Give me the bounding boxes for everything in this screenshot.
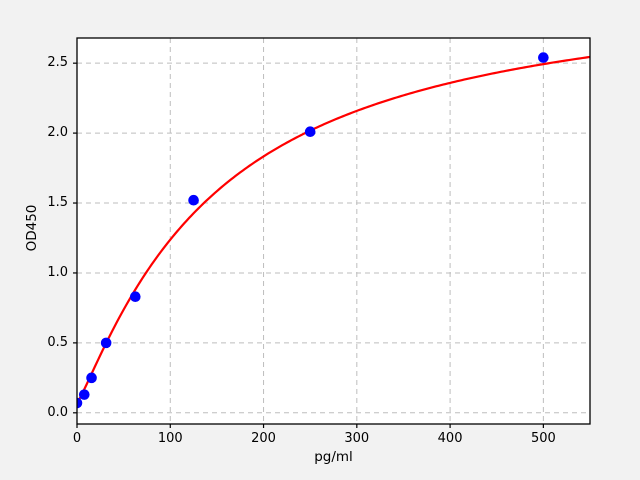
y-tick-label: 1.5	[47, 195, 68, 211]
x-tick-label: 300	[344, 431, 370, 446]
x-tick-label: 400	[437, 431, 463, 446]
data-layer	[77, 52, 590, 409]
y-tick-label: 1.0	[47, 264, 68, 280]
data-point	[100, 337, 112, 349]
y-tick-label: 2.5	[47, 55, 68, 71]
data-point	[538, 52, 549, 63]
data-point	[77, 397, 83, 409]
tick-marks	[73, 62, 544, 428]
y-tick-label: 0.0	[47, 404, 68, 420]
gridlines	[77, 38, 590, 424]
plot-border	[76, 37, 591, 425]
plot-background	[77, 38, 590, 424]
data-point	[86, 372, 97, 384]
x-axis-label: pg/ml	[314, 449, 353, 465]
y-tick-label: 2.0	[47, 125, 68, 141]
data-point	[78, 389, 90, 400]
fit-curve	[77, 55, 590, 405]
data-point	[129, 291, 141, 303]
data-point	[304, 126, 316, 138]
data-point	[188, 194, 199, 206]
x-tick-label: 0	[72, 431, 82, 446]
x-tick-label: 100	[157, 431, 183, 446]
y-axis-label: OD450	[24, 204, 40, 252]
x-tick-label: 500	[530, 431, 556, 446]
x-tick-label: 200	[251, 431, 276, 446]
y-tick-label: 0.5	[47, 334, 68, 350]
